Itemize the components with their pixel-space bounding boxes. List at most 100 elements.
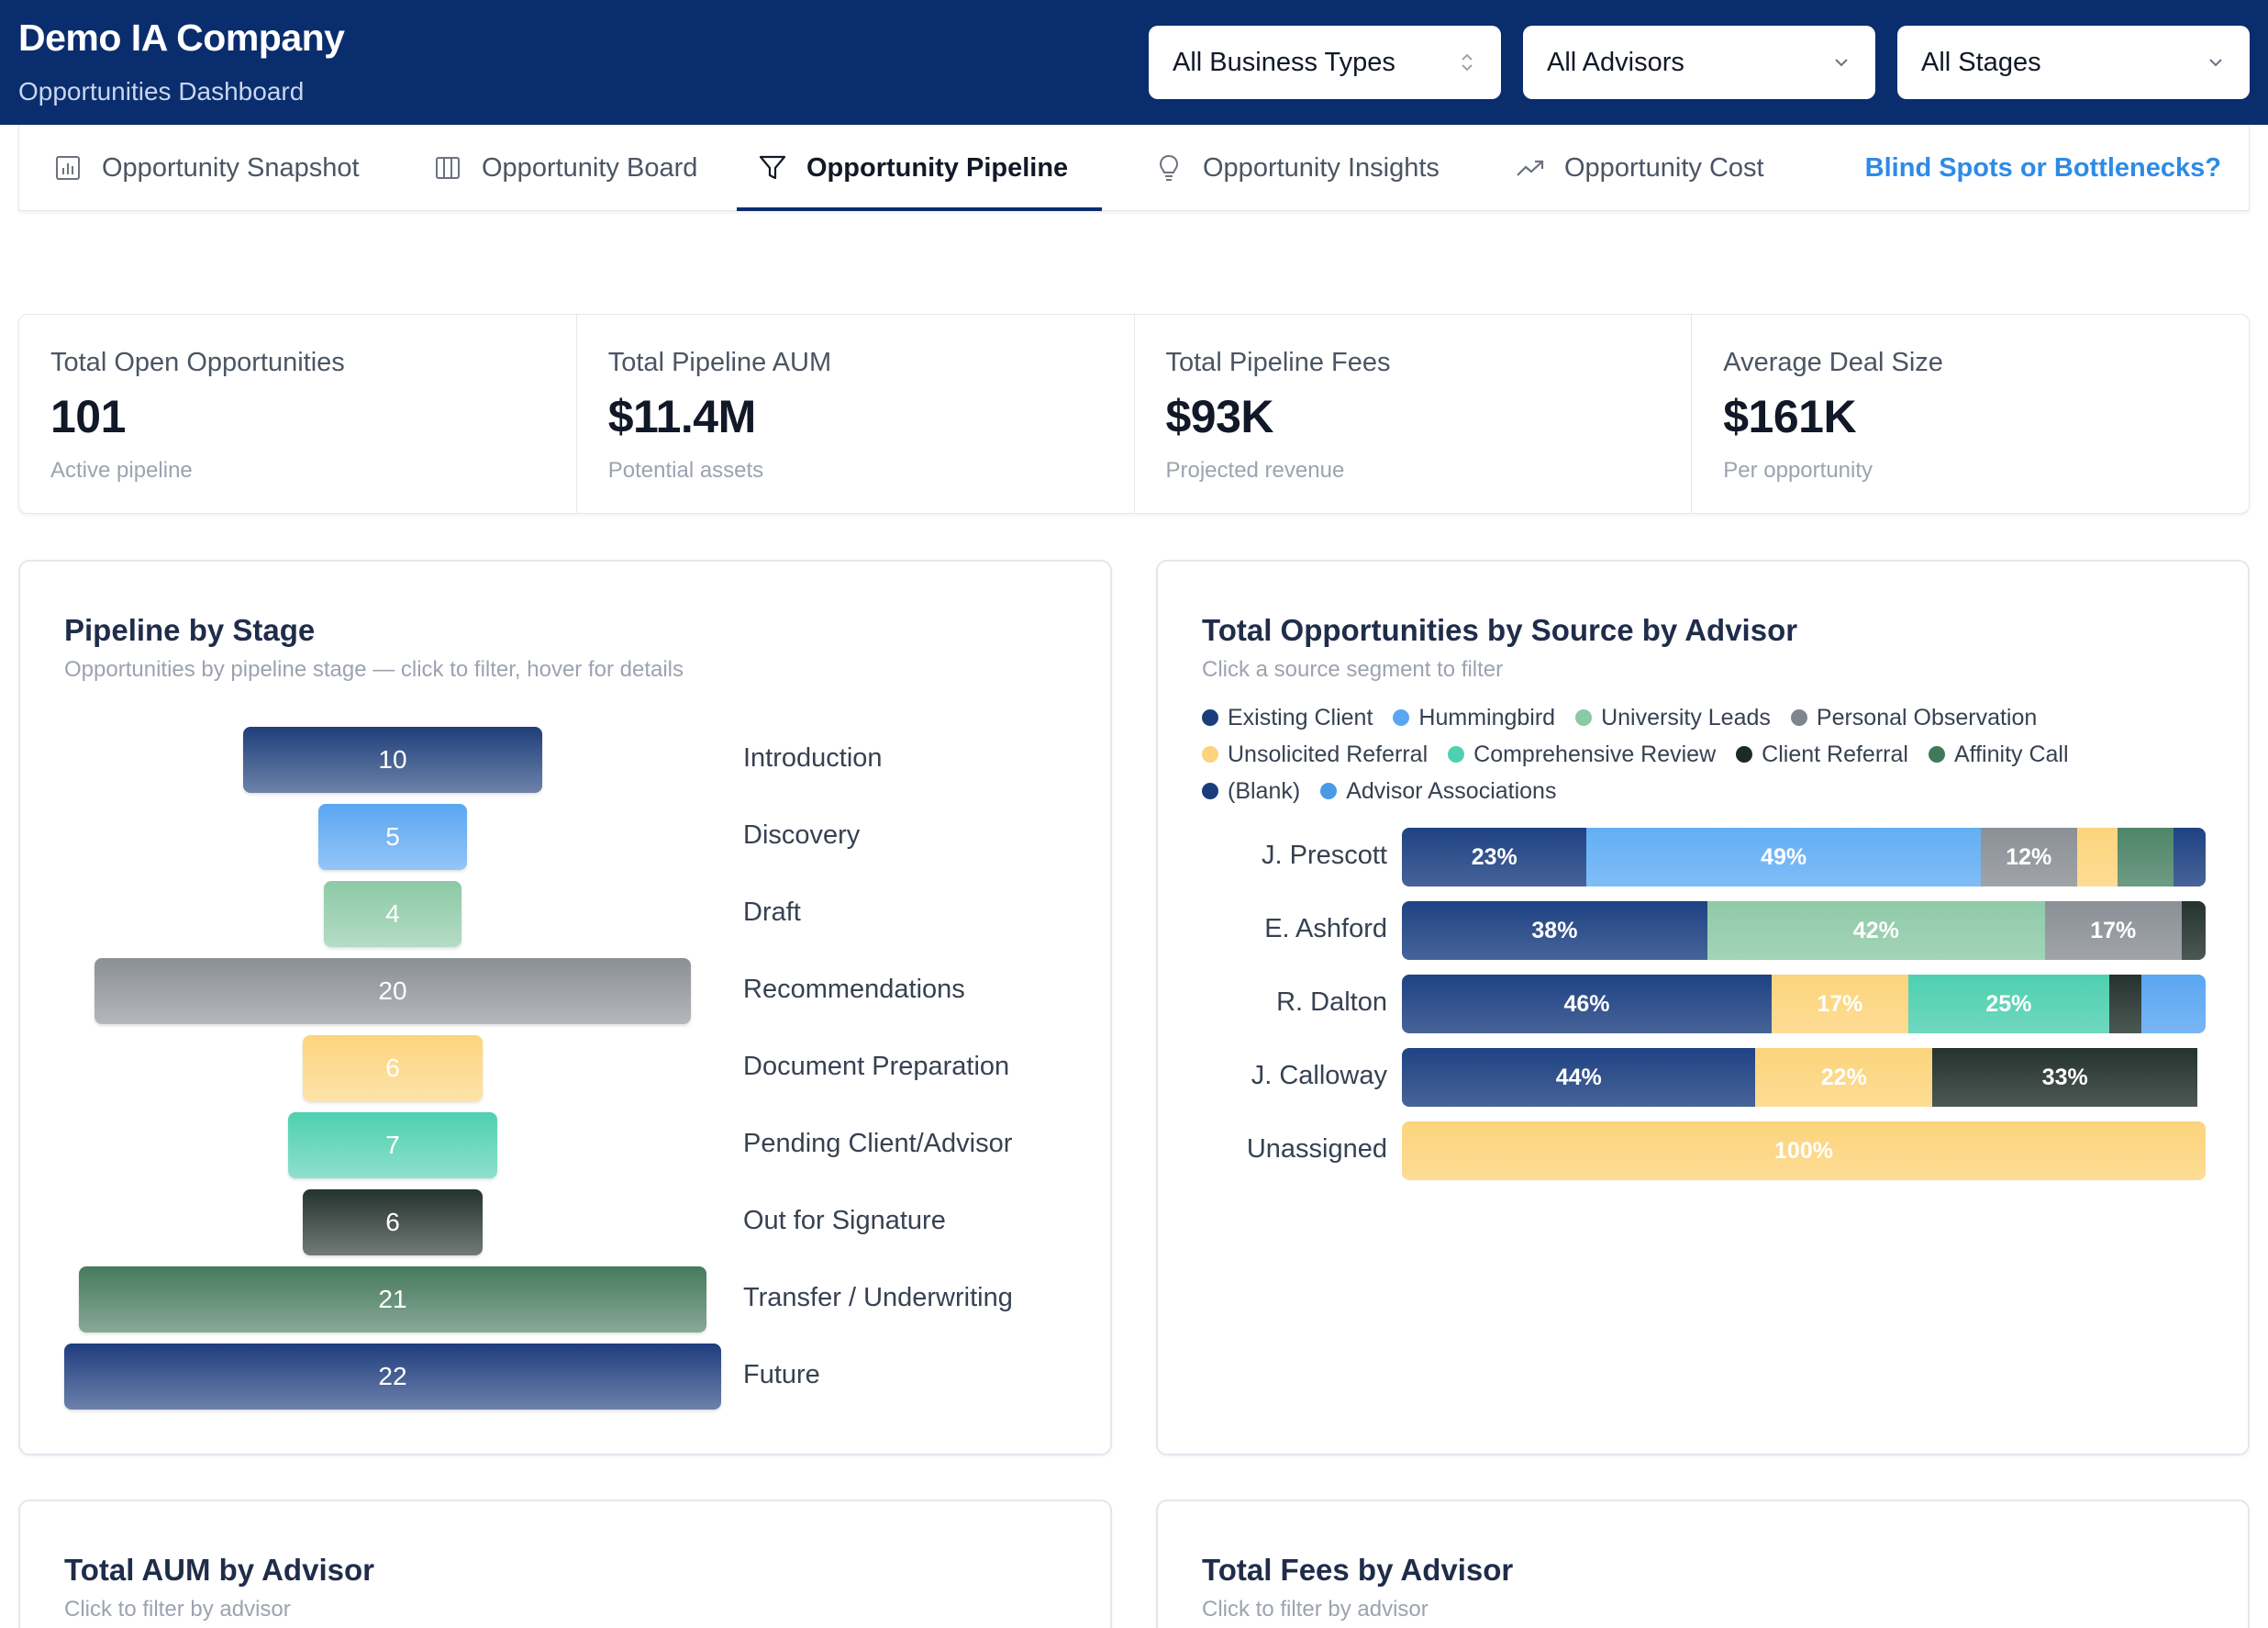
funnel-bar-out-for-signature[interactable]: 6 — [303, 1189, 483, 1255]
funnel-icon — [757, 152, 788, 184]
source-segment-existing-client[interactable]: 44% — [1402, 1048, 1756, 1107]
source-segment-comprehensive-review[interactable]: 25% — [1907, 975, 2109, 1033]
segment-percent-label: 100% — [1774, 1137, 1833, 1164]
source-segment-affinity-call[interactable] — [2117, 828, 2174, 886]
segment-percent-label: 25% — [1985, 990, 2032, 1017]
source-segment-advisor-associations[interactable] — [2140, 975, 2206, 1033]
funnel-bar-recommendations[interactable]: 20 — [94, 958, 692, 1024]
source-by-advisor-card: Total Opportunities by Source by Advisor… — [1156, 560, 2250, 1455]
funnel-bar-transfer-underwriting[interactable]: 21 — [79, 1266, 706, 1333]
legend-item[interactable]: Affinity Call — [1928, 742, 2069, 768]
funnel-bar-value: 22 — [378, 1362, 407, 1390]
source-segment-unsolicited-referral[interactable]: 17% — [1771, 975, 1908, 1033]
blind-spots-link[interactable]: Blind Spots or Bottlenecks? — [1864, 152, 2221, 183]
source-segment-client-referral[interactable] — [2181, 901, 2206, 960]
funnel-bar-pending-client-advisor[interactable]: 7 — [288, 1112, 497, 1178]
lightbulb-icon — [1153, 152, 1184, 184]
source-legend: Existing Client Hummingbird University Lea… — [1202, 699, 2220, 809]
funnel-bar-draft[interactable]: 4 — [324, 881, 461, 947]
business-type-select[interactable]: All Business Types — [1149, 26, 1501, 99]
funnel-bar-discovery[interactable]: 5 — [317, 804, 468, 870]
source-segment-personal-observation[interactable]: 12% — [1980, 828, 2077, 886]
source-segment-unsolicited-referral[interactable]: 22% — [1755, 1048, 1933, 1107]
segment-percent-label: 17% — [1817, 990, 1863, 1017]
company-name: Demo IA Company — [18, 17, 345, 59]
tab-label: Opportunity Pipeline — [806, 152, 1069, 183]
kpi-pipeline-aum: Total Pipeline AUM $11.4M Potential asse… — [577, 315, 1135, 513]
source-segment-personal-observation[interactable]: 17% — [2044, 901, 2182, 960]
stage-select[interactable]: All Stages — [1897, 26, 2250, 99]
legend-item[interactable]: Comprehensive Review — [1448, 742, 1716, 768]
card-title: Total Opportunities by Source by Advisor — [1202, 613, 1798, 647]
advisor-select[interactable]: All Advisors — [1523, 26, 1875, 99]
legend-item[interactable]: Hummingbird — [1393, 705, 1555, 731]
dashboard-subtitle: Opportunities Dashboard — [18, 77, 305, 106]
sort-updown-icon — [1457, 52, 1477, 72]
kpi-value: $93K — [1165, 391, 1274, 442]
columns-icon — [432, 152, 463, 184]
chevron-down-icon — [1831, 52, 1851, 72]
funnel-bar-value: 21 — [378, 1285, 407, 1313]
app-header: Demo IA Company Opportunities Dashboard … — [0, 0, 2268, 125]
kpi-label: Average Deal Size — [1723, 348, 1943, 377]
tab-opportunity-snapshot[interactable]: Opportunity Snapshot — [32, 125, 380, 211]
legend-item[interactable]: Personal Observation — [1790, 705, 2037, 731]
kpi-label: Total Pipeline AUM — [607, 348, 832, 377]
source-segment-client-referral[interactable] — [2108, 975, 2141, 1033]
business-type-value: All Business Types — [1173, 47, 1395, 77]
source-segment-unsolicited-referral[interactable] — [2076, 828, 2118, 886]
tab-opportunity-cost[interactable]: Opportunity Cost — [1495, 125, 1784, 211]
card-subtitle: Click to filter by advisor — [64, 1597, 291, 1622]
pipeline-by-stage-card: Pipeline by Stage Opportunities by pipel… — [18, 560, 1112, 1455]
legend-item[interactable]: Unsolicited Referral — [1202, 742, 1428, 768]
card-title: Total AUM by Advisor — [64, 1553, 374, 1587]
trending-up-icon — [1515, 152, 1546, 184]
source-segment-hummingbird[interactable]: 49% — [1586, 828, 1981, 886]
funnel-bar-value: 5 — [385, 822, 400, 851]
legend-item[interactable]: Client Referral — [1736, 742, 1908, 768]
source-segment-existing-client[interactable]: 38% — [1402, 901, 1707, 960]
funnel-stage-label: Recommendations — [743, 975, 965, 1004]
legend-dot-icon — [1320, 783, 1338, 799]
aum-by-advisor-card: Total AUM by Advisor Click to filter by … — [18, 1500, 1112, 1628]
legend-dot-icon — [1202, 746, 1218, 763]
funnel-stage-label: Document Preparation — [743, 1052, 1010, 1081]
funnel-bar-introduction[interactable]: 10 — [243, 727, 542, 793]
kpi-caption: Projected revenue — [1165, 458, 1345, 483]
tab-bar: Opportunity Snapshot Opportunity Board O… — [18, 125, 2250, 211]
funnel-stage-label: Discovery — [743, 820, 861, 850]
source-segment-client-referral[interactable]: 33% — [1932, 1048, 2198, 1107]
segment-percent-label: 42% — [1852, 917, 1899, 943]
legend-dot-icon — [1202, 783, 1218, 799]
legend-item[interactable]: Advisor Associations — [1320, 778, 1556, 805]
tab-label: Opportunity Board — [482, 152, 698, 183]
advisor-stacked-bar: 44% 22% 33% — [1402, 1048, 2206, 1107]
funnel-bar-value: 10 — [378, 745, 407, 774]
source-segment-unsolicited-referral[interactable]: 100% — [1402, 1121, 2206, 1180]
legend-row: Existing Client Hummingbird University Lea… — [1202, 699, 2220, 736]
funnel-bar-document-preparation[interactable]: 6 — [303, 1035, 483, 1101]
source-segment-existing-client[interactable]: 46% — [1402, 975, 1772, 1033]
legend-item[interactable]: (Blank) — [1202, 778, 1300, 805]
segment-percent-label: 17% — [2090, 917, 2137, 943]
legend-dot-icon — [1928, 746, 1945, 763]
tab-opportunity-pipeline[interactable]: Opportunity Pipeline — [737, 125, 1102, 211]
legend-dot-icon — [1448, 746, 1465, 763]
legend-dot-icon — [1575, 709, 1593, 726]
tab-label: Opportunity Insights — [1203, 152, 1440, 183]
legend-item[interactable]: University Leads — [1575, 705, 1771, 731]
advisor-label: J. Calloway — [1251, 1061, 1387, 1090]
source-segment-existing-client[interactable]: 23% — [1402, 828, 1587, 886]
funnel-bar-future[interactable]: 22 — [64, 1344, 721, 1410]
card-subtitle: Click a source segment to filter — [1202, 657, 1504, 682]
kpi-label: Total Open Opportunities — [50, 348, 345, 377]
tab-opportunity-insights[interactable]: Opportunity Insights — [1133, 125, 1460, 211]
tab-opportunity-board[interactable]: Opportunity Board — [412, 125, 717, 211]
legend-item[interactable]: Existing Client — [1202, 705, 1373, 731]
source-segment-university-leads[interactable]: 42% — [1707, 901, 2045, 960]
source-segment--blank-[interactable] — [2173, 828, 2206, 886]
advisor-stacked-bar: 46% 17% 25% — [1402, 975, 2206, 1033]
legend-label: Client Referral — [1762, 741, 1908, 767]
segment-percent-label: 23% — [1471, 843, 1518, 870]
chevron-down-icon — [2206, 52, 2226, 72]
